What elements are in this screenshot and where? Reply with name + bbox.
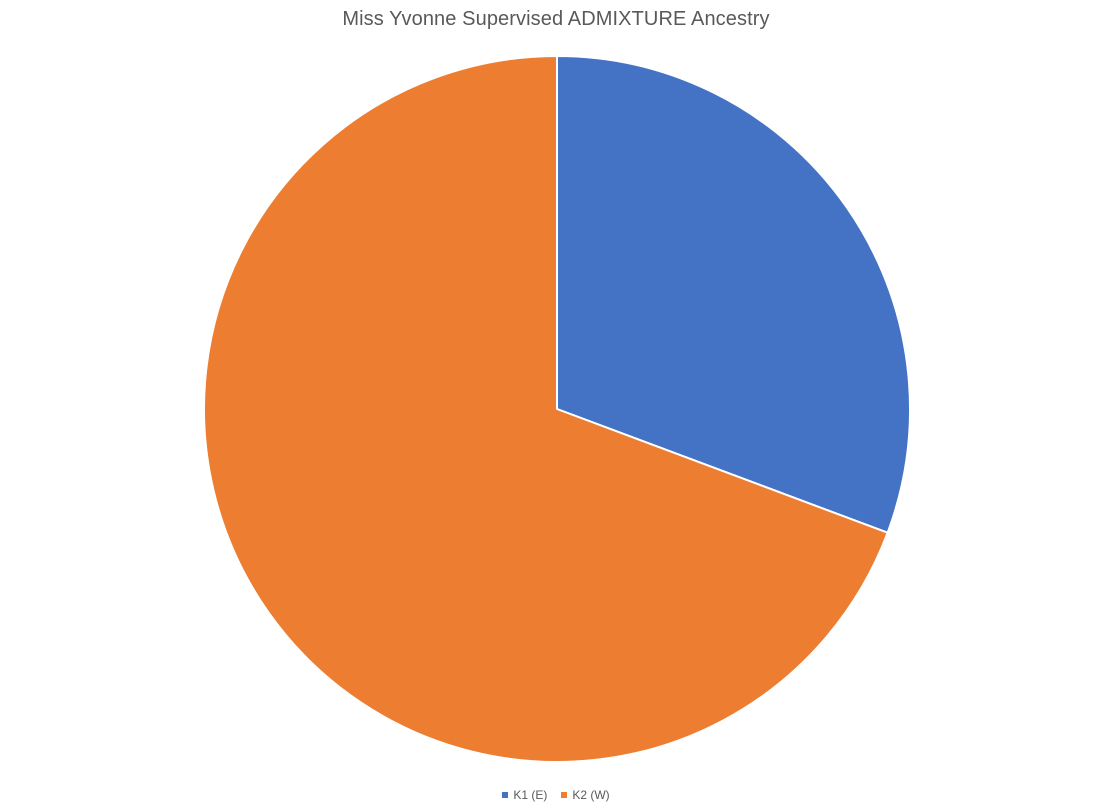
legend-label: K2 (W) (572, 788, 610, 802)
legend-entry-1: K1 (E) (502, 788, 547, 802)
legend-swatch (561, 792, 568, 798)
legend: K1 (E) K2 (W) (0, 788, 1112, 802)
pie-slice-1 (556, 55, 911, 534)
chart-title: Miss Yvonne Supervised ADMIXTURE Ancestr… (342, 8, 770, 30)
legend-swatch (502, 792, 509, 798)
pie-slice-2 (203, 55, 889, 763)
legend-label: K1 (E) (513, 788, 548, 802)
pie-slices (203, 55, 911, 763)
legend-entry-2: K2 (W) (561, 788, 610, 802)
